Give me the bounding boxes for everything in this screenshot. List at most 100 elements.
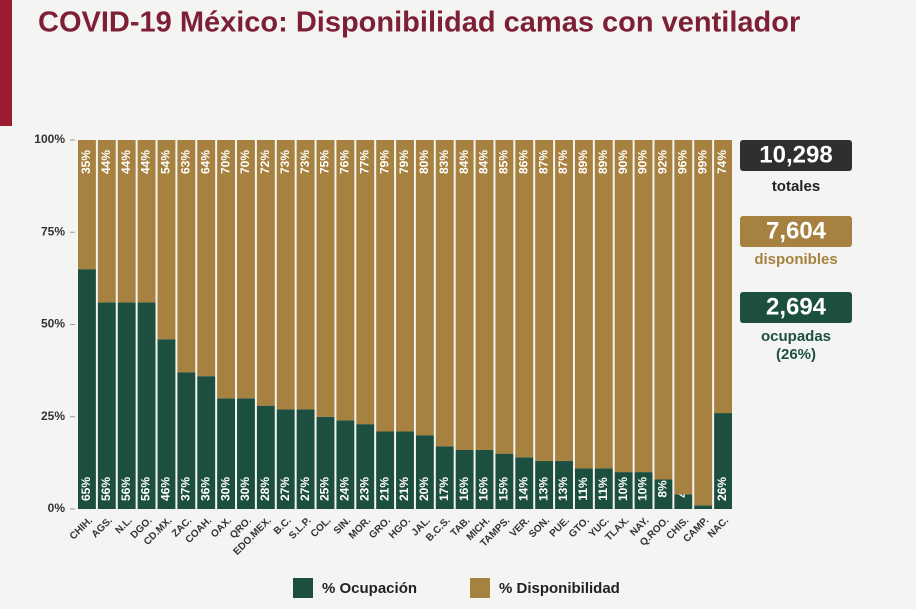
- bar-segment: [674, 140, 693, 495]
- value-label: 80%: [417, 150, 431, 174]
- value-label: 44%: [99, 150, 113, 174]
- value-label: 36%: [198, 477, 212, 501]
- value-label: 70%: [218, 150, 232, 174]
- bar-segment: [555, 140, 573, 462]
- value-label: 84%: [477, 150, 491, 174]
- value-label: 21%: [377, 477, 391, 501]
- value-label: 17%: [437, 477, 451, 501]
- value-label: 44%: [119, 150, 133, 174]
- value-label: 15%: [497, 477, 511, 501]
- y-tick-label: 75%: [41, 224, 65, 238]
- legend-swatch: [293, 578, 313, 598]
- value-label: 63%: [179, 150, 193, 174]
- bar-segment: [117, 302, 136, 509]
- bar-segment: [396, 431, 414, 509]
- bar-segment: [336, 420, 355, 509]
- bar-segment: [594, 140, 613, 469]
- value-label: 64%: [198, 150, 212, 174]
- y-tick-label: 0%: [48, 501, 66, 515]
- value-label: 70%: [238, 150, 252, 174]
- available-value: 7,604: [766, 217, 827, 244]
- value-label: 77%: [357, 150, 371, 174]
- value-label: 79%: [397, 150, 411, 174]
- y-tick-label: 100%: [34, 132, 65, 146]
- occupied-pct: (26%): [776, 346, 816, 363]
- total-value: 10,298: [759, 141, 832, 168]
- bar-segment: [237, 398, 255, 509]
- bar-segment: [356, 424, 375, 509]
- bar-segment: [256, 140, 275, 406]
- bar-segment: [694, 505, 713, 509]
- bar-segment: [614, 472, 633, 509]
- bar-segment: [157, 140, 176, 340]
- value-label: 56%: [99, 477, 113, 501]
- value-label: 56%: [119, 477, 133, 501]
- occupied-label: ocupadas: [761, 328, 831, 345]
- occupied-value: 2,694: [766, 293, 827, 320]
- value-label: 30%: [238, 477, 252, 501]
- bar-segment: [674, 494, 693, 509]
- bar-segment: [197, 140, 216, 377]
- y-tick-label: 50%: [41, 317, 65, 331]
- bar-segment: [137, 302, 156, 509]
- value-label: 16%: [457, 477, 471, 501]
- bar-segment: [614, 140, 633, 473]
- bar-segment: [654, 479, 673, 509]
- bar-segment: [316, 416, 335, 509]
- value-label: 26%: [715, 477, 729, 501]
- bar-segment: [217, 398, 236, 509]
- value-label: 46%: [159, 477, 173, 501]
- bar-segment: [276, 140, 295, 410]
- bar-segment: [515, 457, 534, 509]
- bar-segment: [396, 140, 414, 432]
- value-label: 83%: [437, 150, 451, 174]
- value-label: 13%: [556, 477, 570, 501]
- bar-segment: [654, 140, 673, 480]
- bar-segment: [555, 461, 573, 509]
- bar-segment: [495, 453, 514, 509]
- value-label: 75%: [318, 150, 332, 174]
- bar-segment: [316, 140, 335, 417]
- bar-segment: [714, 413, 732, 509]
- bar-segment: [296, 140, 315, 410]
- value-label: 72%: [258, 150, 272, 174]
- accent-bar: [0, 0, 12, 126]
- bar-segment: [78, 140, 96, 270]
- bar-segment: [574, 468, 593, 509]
- value-label: 21%: [397, 477, 411, 501]
- value-label: 24%: [338, 477, 352, 501]
- value-label: 73%: [278, 150, 292, 174]
- bar-segment: [574, 140, 593, 469]
- value-label: 96%: [675, 150, 689, 174]
- value-label: 87%: [536, 150, 550, 174]
- value-label: 74%: [715, 150, 729, 174]
- value-label: 37%: [179, 477, 193, 501]
- occupied-box: [740, 292, 852, 323]
- value-label: 28%: [258, 477, 272, 501]
- total-label: totales: [772, 178, 820, 195]
- value-label: 27%: [298, 477, 312, 501]
- legend-swatch: [470, 578, 490, 598]
- bar-segment: [237, 140, 255, 399]
- value-label: 27%: [278, 477, 292, 501]
- bar-segment: [455, 449, 474, 509]
- value-label: 8%: [656, 480, 670, 498]
- available-box: [740, 216, 852, 247]
- bar-segment: [694, 140, 713, 506]
- total-box: [740, 140, 852, 171]
- value-label: 10%: [636, 477, 650, 501]
- value-label: 13%: [536, 477, 550, 501]
- value-label: 87%: [556, 150, 570, 174]
- legend-label: % Ocupación: [322, 580, 417, 597]
- value-label: 23%: [357, 477, 371, 501]
- value-label: 30%: [218, 477, 232, 501]
- bar-segment: [535, 461, 554, 509]
- bar-segment: [594, 468, 613, 509]
- value-label: 35%: [79, 150, 93, 174]
- value-label: 90%: [636, 150, 650, 174]
- value-label: 44%: [139, 150, 153, 174]
- bar-segment: [97, 140, 116, 303]
- value-label: 73%: [298, 150, 312, 174]
- value-label: 11%: [596, 477, 610, 501]
